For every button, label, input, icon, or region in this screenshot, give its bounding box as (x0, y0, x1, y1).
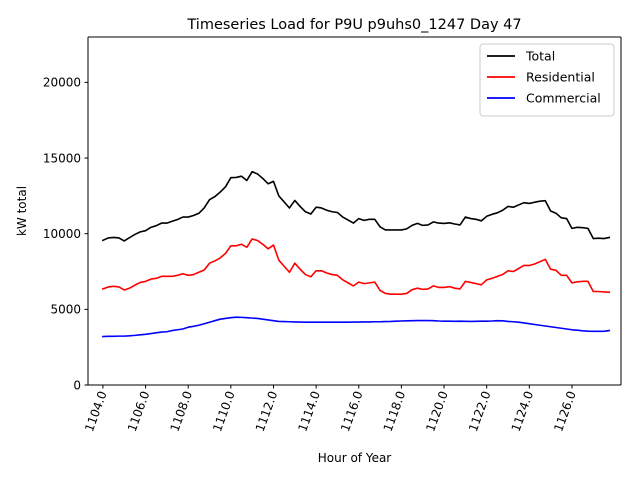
series-line-residential (101, 238, 611, 296)
x-axis-label: Hour of Year (318, 451, 392, 465)
legend-label-commercial: Commercial (526, 91, 601, 106)
legend-label-residential: Residential (526, 70, 595, 85)
y-axis-label: kW total (15, 186, 29, 236)
legend-label-total: Total (525, 49, 555, 64)
y-tick-label: 5000 (50, 303, 81, 317)
y-tick-label: 10000 (43, 227, 81, 241)
series-line-commercial (102, 316, 611, 338)
series-layer (101, 170, 611, 338)
y-tick-label: 0 (73, 378, 81, 392)
legend: Total Residential Commercial (479, 43, 615, 117)
series-line-total (101, 170, 611, 242)
y-tick-label: 15000 (43, 151, 81, 165)
chart-title: Timeseries Load for P9U p9uhs0_1247 Day … (186, 17, 521, 33)
legend-entries: Total Residential Commercial (487, 49, 601, 106)
y-tick-label: 20000 (43, 76, 81, 90)
y-axis-ticks: 0 5000 10000 15000 20000 (43, 76, 88, 392)
